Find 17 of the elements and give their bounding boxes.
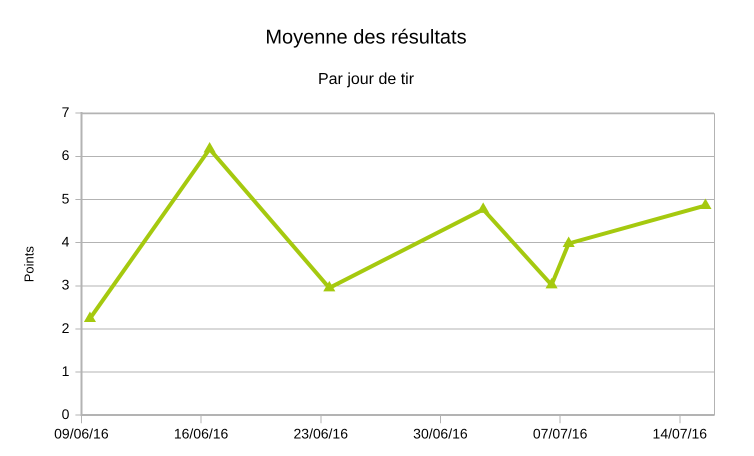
y-tick-label: 0 — [62, 406, 70, 422]
x-tick-label: 09/06/16 — [54, 425, 109, 442]
y-tick-label: 4 — [62, 233, 70, 250]
x-tick-label: 16/06/16 — [174, 425, 229, 442]
y-tick-label: 5 — [62, 190, 70, 206]
y-tick-label: 6 — [62, 147, 70, 164]
x-tick-label: 30/06/16 — [413, 425, 468, 442]
y-tick-label: 3 — [62, 276, 70, 293]
x-tick-label: 14/07/16 — [652, 425, 708, 442]
y-tick-label: 7 — [62, 104, 70, 120]
y-tick-label: 2 — [62, 320, 70, 336]
chart-title: Moyenne des résultats — [265, 26, 467, 49]
y-tick-label: 1 — [62, 362, 70, 379]
chart-subtitle: Par jour de tir — [318, 71, 415, 88]
x-tick-label: 07/07/16 — [532, 425, 588, 442]
y-axis-title: Points — [21, 246, 36, 282]
x-tick-label: 23/06/16 — [294, 425, 348, 442]
